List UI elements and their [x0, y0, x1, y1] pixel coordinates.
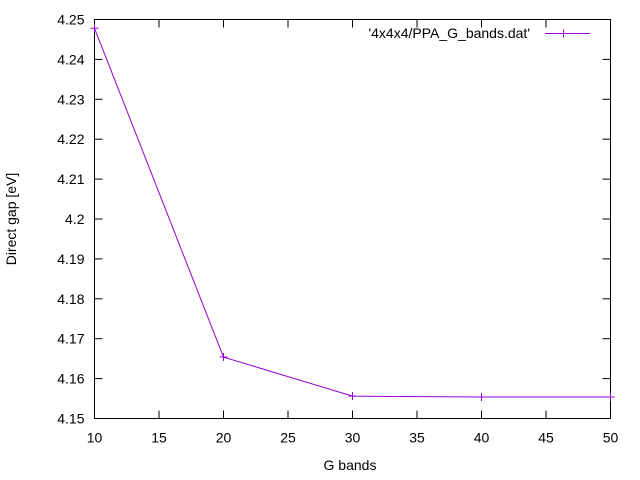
legend-label: '4x4x4/PPA_G_bands.dat' [368, 25, 530, 41]
y-tick-label: 4.22 [57, 131, 84, 147]
x-tick-label: 45 [538, 430, 554, 446]
data-point-marker [606, 392, 615, 401]
plot-frame [94, 19, 611, 419]
data-point-marker [219, 353, 228, 362]
y-tick-label: 4.16 [57, 371, 84, 387]
series-line [94, 28, 611, 398]
x-tick-label: 25 [280, 430, 296, 446]
legend-marker-sample [559, 29, 568, 38]
x-tick-label: 40 [474, 430, 490, 446]
x-tick-label: 35 [409, 430, 425, 446]
x-tick-label: 10 [87, 430, 103, 446]
series-layer [90, 24, 615, 401]
data-point-marker [477, 392, 486, 401]
y-axis-label: Direct gap [eV] [3, 173, 19, 266]
data-point-marker [348, 392, 357, 401]
y-tick-label: 4.2 [65, 211, 85, 227]
y-tick-label: 4.19 [57, 251, 84, 267]
y-tick-label: 4.21 [57, 171, 84, 187]
x-axis-label: G bands [324, 457, 377, 473]
legend: '4x4x4/PPA_G_bands.dat' [368, 25, 590, 41]
y-tick-label: 4.23 [57, 91, 84, 107]
y-tick-label: 4.18 [57, 291, 84, 307]
y-tick-label: 4.25 [57, 12, 84, 28]
x-tick-label: 50 [603, 430, 619, 446]
x-axis-ticks: 10 15 20 25 30 35 40 45 50 [87, 19, 619, 446]
x-tick-label: 30 [345, 430, 361, 446]
y-tick-label: 4.24 [57, 51, 84, 67]
x-tick-label: 15 [151, 430, 167, 446]
y-axis-ticks: 4.15 4.16 4.17 4.18 4.19 4.2 4.21 4.22 4.23 4.24 4… [57, 12, 611, 427]
y-tick-label: 4.15 [57, 411, 84, 427]
data-point-marker [90, 24, 99, 33]
x-tick-label: 20 [216, 430, 232, 446]
y-tick-label: 4.17 [57, 331, 84, 347]
